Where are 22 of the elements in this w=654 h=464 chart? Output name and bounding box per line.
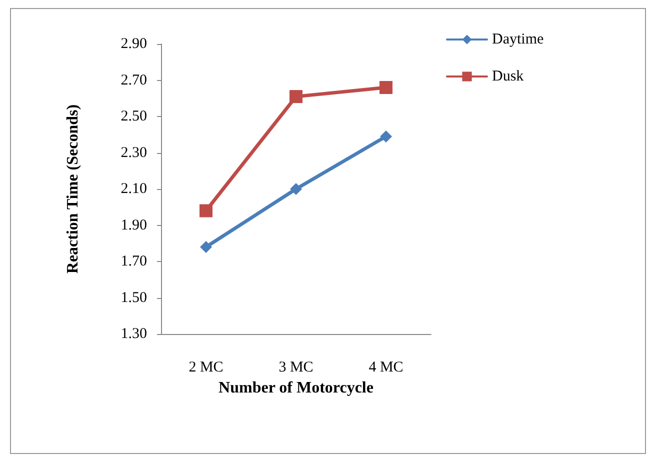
y-tick-label: 2.30 — [120, 144, 147, 161]
point — [200, 241, 212, 253]
y-tick-label: 1.30 — [120, 326, 147, 342]
x-tick-label: 2 MC — [188, 360, 224, 376]
x-tick-label: 4 MC — [368, 360, 404, 376]
y-tick-label: 2.90 — [120, 36, 147, 52]
x-axis-title: Number of Motorcycle — [218, 380, 374, 396]
y-tick-label: 1.90 — [120, 217, 147, 234]
point — [200, 204, 212, 218]
y-tick-label: 2.70 — [120, 72, 147, 88]
y-tick-label: 2.10 — [120, 181, 147, 197]
point — [290, 183, 302, 195]
y-axis-title: Reaction Time (Seconds) — [64, 104, 82, 274]
y-tick-label: 2.50 — [120, 108, 147, 124]
y-tick-label: 1.50 — [120, 290, 147, 306]
point — [380, 81, 392, 94]
legend-label: Dusk — [492, 68, 524, 84]
point — [290, 90, 302, 104]
y-tick-label: 1.70 — [120, 254, 147, 270]
point — [380, 130, 392, 142]
legend-label: Daytime — [492, 32, 544, 48]
x-tick-label: 3 MC — [278, 360, 314, 376]
